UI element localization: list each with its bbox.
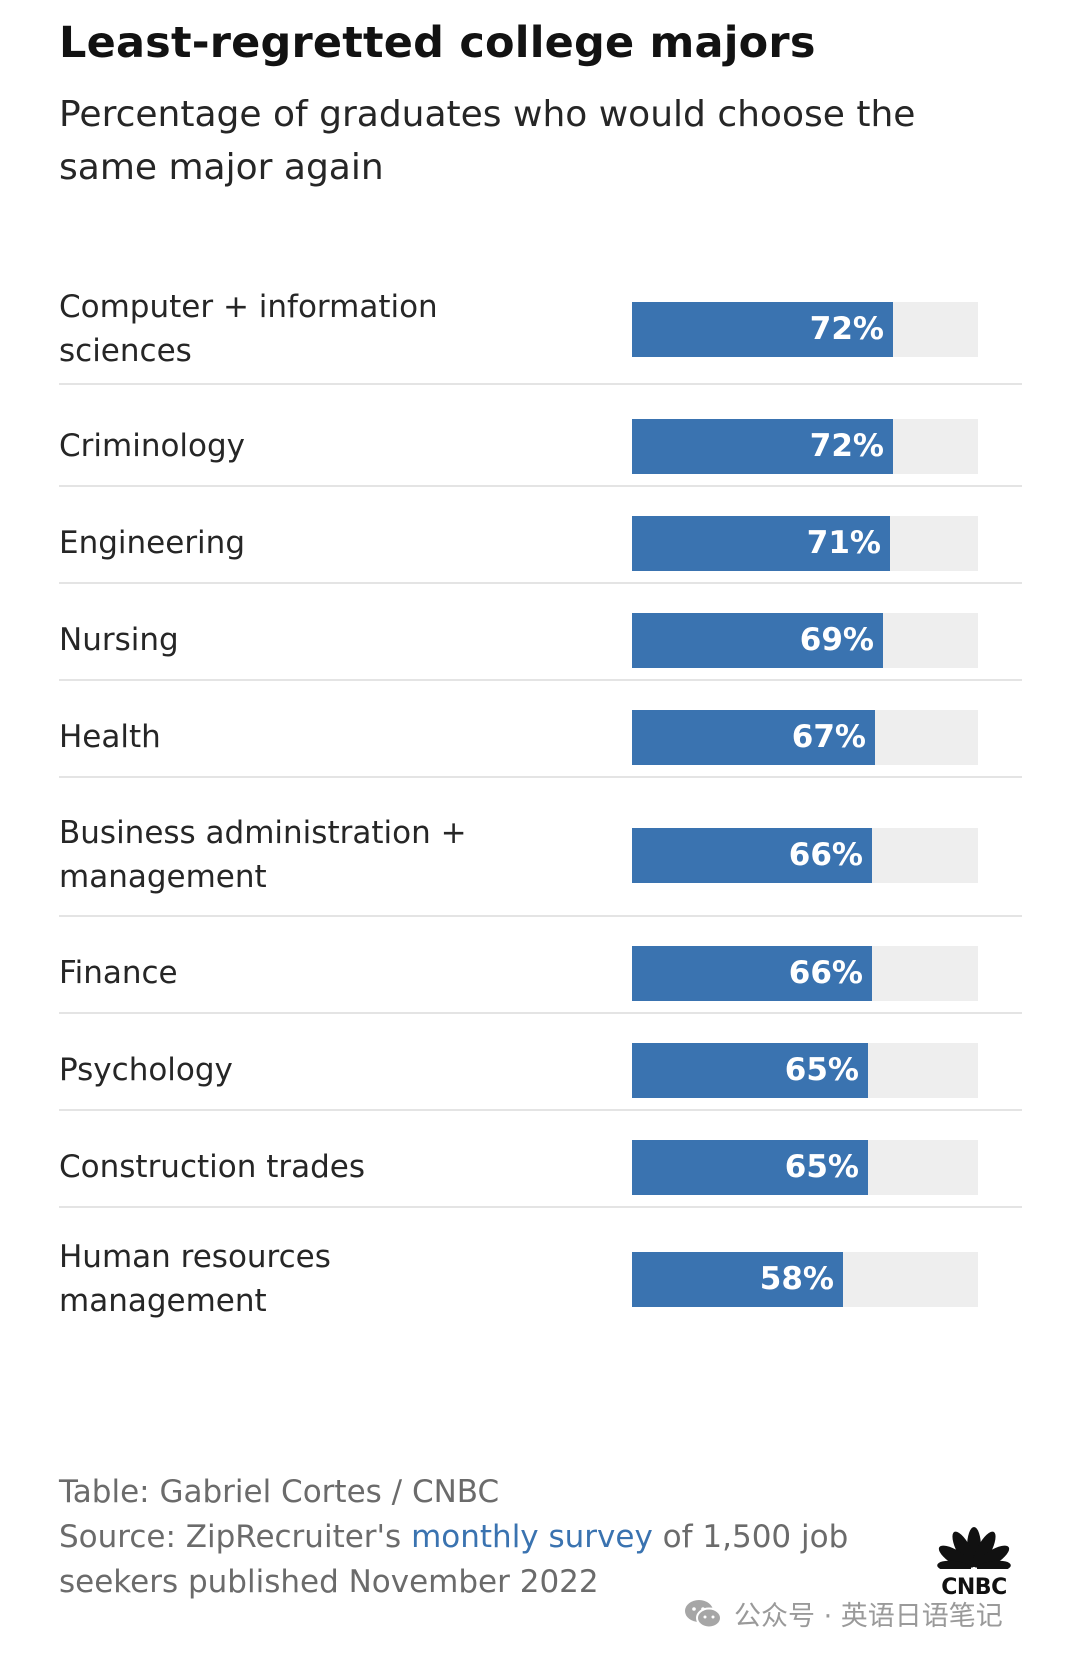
bar-track: 66% [632, 828, 978, 883]
bar-value-label: 71% [806, 525, 881, 561]
wechat-icon [685, 1599, 722, 1628]
category-label: Health [59, 719, 161, 755]
bar-value-label: 72% [809, 311, 884, 347]
credit-text: Table: Gabriel Cortes / CNBC [59, 1474, 500, 1510]
bar-track: 65% [632, 1043, 978, 1098]
monthly-survey-link[interactable]: monthly survey [411, 1519, 653, 1555]
bar-track: 69% [632, 613, 978, 668]
row-divider [59, 383, 1022, 385]
bar-value-label: 58% [759, 1261, 834, 1297]
bar: 65% [632, 1043, 868, 1098]
bar-track: 71% [632, 516, 978, 571]
row-divider [59, 1012, 1022, 1014]
bar: 72% [632, 302, 893, 357]
bar-row: Health 67% [59, 696, 1022, 778]
bar-value-label: 66% [788, 955, 863, 991]
bar-track: 67% [632, 710, 978, 765]
category-label: Criminology [59, 428, 246, 464]
category-label: Engineering [59, 525, 245, 561]
watermark: 公众号 · 英语日语笔记 [684, 1594, 1003, 1633]
row-divider [59, 1206, 1022, 1208]
category-label: Computer + information sciences [59, 289, 438, 369]
category-label: Construction trades [59, 1149, 366, 1185]
bar: 69% [632, 613, 883, 668]
bar-value-label: 65% [784, 1052, 859, 1088]
row-divider [59, 582, 1022, 584]
bar: 58% [632, 1252, 843, 1307]
source-prefix: Source: ZipRecruiter's [59, 1519, 412, 1555]
source-text-line2: seekers published November 2022 [59, 1564, 599, 1600]
bar: 65% [632, 1140, 868, 1195]
category-label: Psychology [59, 1052, 233, 1088]
row-divider [59, 485, 1022, 487]
bar-track: 66% [632, 946, 978, 1001]
bar-row: Nursing 69% [59, 599, 1022, 681]
bar: 66% [632, 828, 872, 883]
row-divider [59, 1109, 1022, 1111]
bar-row: Finance 66% [59, 932, 1022, 1014]
bar-track: 72% [632, 302, 978, 357]
cnbc-peacock-icon [926, 1527, 1022, 1601]
bar-value-label: 67% [791, 719, 866, 755]
bar-row: Criminology 72% [59, 405, 1022, 487]
source-suffix: of 1,500 job [652, 1519, 849, 1555]
bar-row: Construction trades 65% [59, 1126, 1022, 1208]
source-text: Source: ZipRecruiter's monthly survey of… [59, 1515, 848, 1560]
row-divider [59, 776, 1022, 778]
bar-row: Computer + information sciences 72% [59, 273, 1022, 385]
chart-subtitle: Percentage of graduates who would choose… [59, 94, 916, 188]
bar-row: Human resources management 58% [59, 1223, 1022, 1335]
category-label: Finance [59, 955, 178, 991]
bar: 71% [632, 516, 890, 571]
bar-track: 58% [632, 1252, 978, 1307]
cnbc-logo-text: CNBC [941, 1575, 1007, 1600]
bar: 72% [632, 419, 893, 474]
bar: 67% [632, 710, 875, 765]
row-divider [59, 915, 1022, 917]
bar-value-label: 65% [784, 1149, 859, 1185]
watermark-text: 公众号 · 英语日语笔记 [734, 1601, 1003, 1632]
footer: Table: Gabriel Cortes / CNBC Source: Zip… [59, 1470, 848, 1605]
category-label: Business administration + management [59, 815, 467, 895]
bar-value-label: 66% [788, 837, 863, 873]
category-label: Human resources management [59, 1239, 331, 1319]
row-divider [59, 679, 1022, 681]
chart-title: Least-regretted college majors [59, 18, 816, 68]
bar-row: Business administration + management 66% [59, 793, 1022, 917]
bar-track: 72% [632, 419, 978, 474]
category-label: Nursing [59, 622, 179, 658]
bar-value-label: 69% [799, 622, 874, 658]
bar-row: Engineering 71% [59, 502, 1022, 584]
bar-value-label: 72% [809, 428, 884, 464]
bar-row: Psychology 65% [59, 1029, 1022, 1111]
bar: 66% [632, 946, 872, 1001]
bar-track: 65% [632, 1140, 978, 1195]
